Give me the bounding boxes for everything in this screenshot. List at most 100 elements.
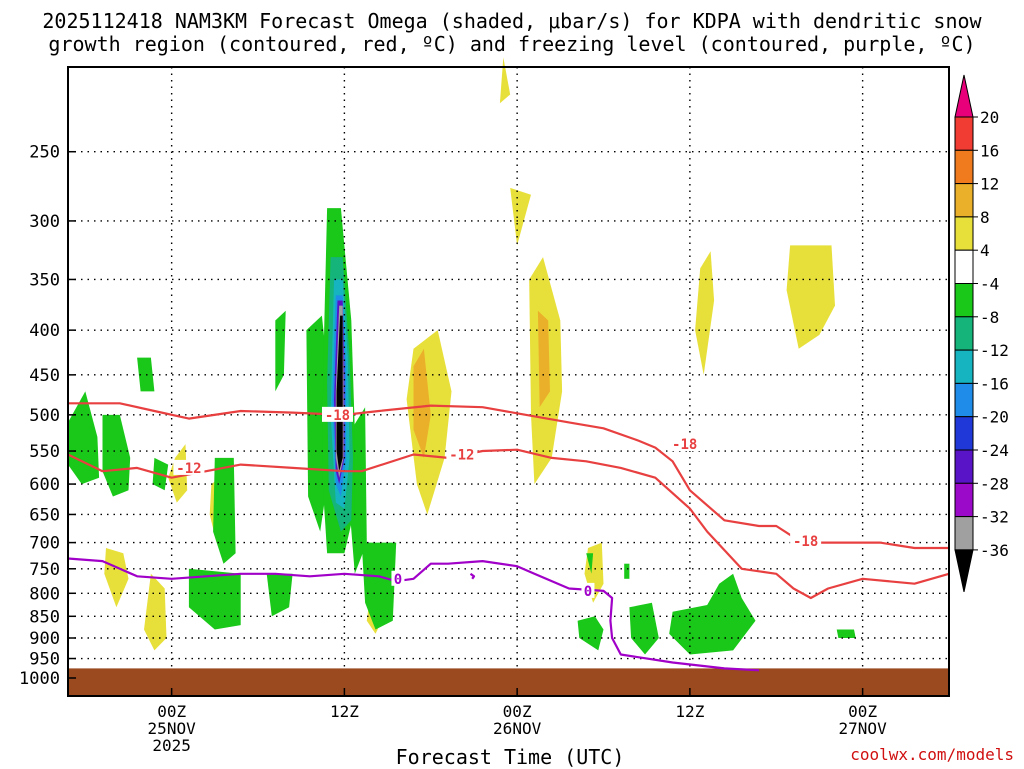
contour-label-0-2: -18	[793, 534, 818, 550]
gridlines	[68, 67, 949, 696]
y-tick-label-850: 850	[29, 607, 60, 627]
chart-title-line-1: 2025112418 NAM3KM Forecast Omega (shaded…	[42, 9, 982, 33]
x-tick-label-30-0: 12Z	[675, 702, 704, 721]
y-tick-label-950: 950	[29, 650, 60, 670]
colorbar-bin-11	[954, 449, 974, 484]
colorbar-bin-4	[954, 216, 974, 251]
contour-label-0-1: -18	[672, 437, 697, 453]
omega-region-24	[361, 542, 397, 630]
contour-label-bg-0-2	[790, 532, 822, 548]
omega-region-20	[188, 568, 241, 630]
colorbar-label-13: -36	[980, 541, 1009, 560]
contour-line-1	[67, 448, 950, 600]
omega-region-16	[137, 357, 155, 392]
omega-region-37	[836, 629, 856, 638]
y-tick-label-1000: 1000	[19, 669, 60, 689]
x-tick-label-40-0: 00Z	[848, 702, 877, 721]
y-tick-label-300: 300	[29, 212, 60, 232]
colorbar-label-0: 20	[980, 108, 999, 127]
omega-region-34	[577, 616, 604, 651]
colorbar-label-12: -32	[980, 508, 1009, 527]
x-tick-label-10-0: 12Z	[330, 702, 359, 721]
omega-region-0	[499, 57, 511, 104]
colorbar-label-2: 12	[980, 175, 999, 194]
omega-region-8	[104, 548, 129, 608]
omega-region-35	[629, 602, 659, 655]
colorbar-bin-9	[954, 382, 974, 418]
colorbar-label-4: 4	[980, 241, 990, 260]
contour-label-bg-1-0	[173, 459, 205, 475]
contour-label-2-0: 0	[394, 572, 402, 588]
temperature-contours: -18 -18 -18 -12 -12 0 0	[67, 402, 950, 672]
colorbar-bin-12	[954, 482, 974, 518]
omega-region-21	[266, 573, 293, 617]
colorbar-label-7: -12	[980, 341, 1009, 360]
contour-label-1-1: -12	[449, 447, 474, 463]
contour-label-2-1: 0	[584, 584, 592, 600]
x-tick-label-20-0: 00Z	[503, 702, 532, 721]
y-tick-label-700: 700	[29, 534, 60, 554]
plot-frame	[67, 66, 950, 697]
colorbar-label-5: -4	[980, 275, 999, 294]
contour-label-bg-0-1	[669, 436, 701, 452]
contour-label-1-0: -12	[176, 461, 201, 477]
y-tick-label-250: 250	[29, 143, 60, 163]
omega-region-1	[510, 187, 531, 246]
y-tick-label-400: 400	[29, 321, 60, 341]
y-tick-label-500: 500	[29, 406, 60, 426]
x-tick-label-20-1: 26NOV	[493, 719, 542, 738]
y-tick-label-450: 450	[29, 366, 60, 386]
contour-line-2	[67, 557, 760, 672]
contour-label-bg-2-0	[391, 570, 405, 586]
omega-region-36	[669, 573, 756, 655]
colorbar-bin-7	[954, 316, 974, 351]
colorbar-label-11: -28	[980, 474, 1009, 493]
y-tick-label-900: 900	[29, 629, 60, 649]
contour-line-3	[469, 572, 476, 580]
colorbar-bin-13	[954, 516, 974, 551]
omega-region-15	[102, 414, 131, 497]
colorbar-label-10: -24	[980, 441, 1009, 460]
colorbar: 20 16 12 8 4 -4 -8 -12 -16 -20 -24 -28 -32 -36	[954, 74, 1009, 593]
colorbar-bin-6	[954, 283, 974, 318]
x-axis-label: Forecast Time (UTC)	[395, 745, 625, 769]
y-tick-label-550: 550	[29, 442, 60, 462]
contour-label-0-0: -18	[325, 408, 350, 424]
x-tick-label-0-0: 00Z	[157, 702, 186, 721]
x-tick-label-0-1: 25NOV	[148, 719, 197, 738]
y-tick-label-600: 600	[29, 475, 60, 495]
omega-region-7	[786, 245, 835, 349]
colorbar-bin-5	[954, 249, 974, 284]
chart-title-line-2: growth region (contoured, red, ºC) and f…	[48, 32, 976, 56]
omega-region-18	[275, 310, 286, 392]
y-tick-label-350: 350	[29, 270, 60, 290]
colorbar-bin-1	[954, 116, 974, 151]
omega-region-12	[413, 348, 431, 458]
x-tick-label-40-1: 27NOV	[839, 719, 888, 738]
colorbar-label-3: 8	[980, 208, 990, 227]
colorbar-label-1: 16	[980, 141, 999, 160]
colorbar-bin-0	[954, 74, 974, 118]
omega-region-33	[624, 563, 630, 579]
omega-region-32	[586, 553, 594, 574]
colorbar-bin-3	[954, 183, 974, 218]
site-credit: coolwx.com/models	[850, 745, 1014, 764]
y-axis-ticks: 2503003504004505005506006507007508008509…	[19, 143, 76, 689]
colorbar-label-8: -16	[980, 374, 1009, 393]
ground-surface	[68, 668, 949, 696]
omega-region-9	[144, 573, 167, 651]
contour-label-bg-2-1	[581, 582, 595, 598]
colorbar-label-9: -20	[980, 408, 1009, 427]
contour-label-bg-1-1	[446, 446, 478, 462]
colorbar-label-6: -8	[980, 308, 999, 327]
contour-label-bg-0-0	[321, 406, 353, 422]
colorbar-bin-8	[954, 349, 974, 384]
colorbar-bin-14	[954, 549, 974, 593]
colorbar-bin-2	[954, 149, 974, 185]
colorbar-bin-10	[954, 416, 974, 451]
omega-region-13	[537, 310, 550, 408]
x-tick-label-0-2: 2025	[152, 736, 191, 755]
y-tick-label-800: 800	[29, 584, 60, 604]
